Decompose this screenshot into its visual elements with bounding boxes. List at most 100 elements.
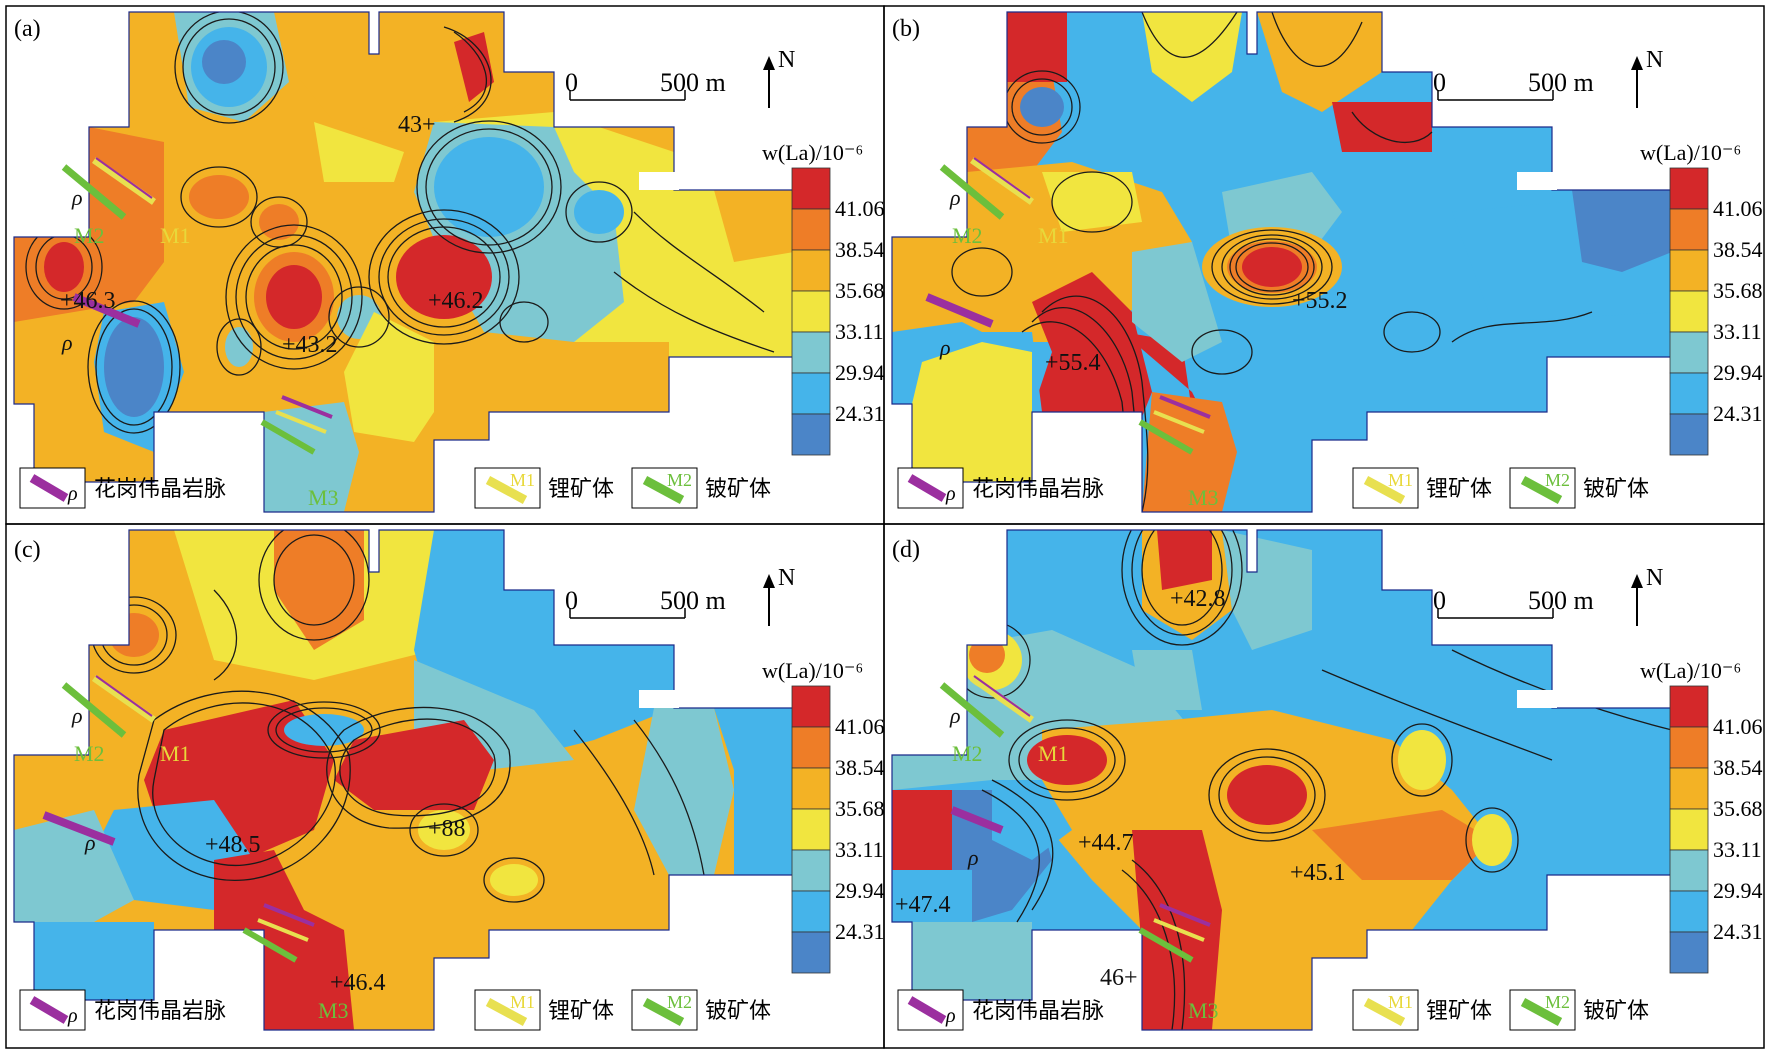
scale-bar-a: 0 500 m N xyxy=(565,47,795,108)
colorbar-cell xyxy=(1669,331,1709,374)
legend-li-label: 锂矿体 xyxy=(548,998,614,1023)
colorbar-a: w(La)/10⁻⁶ 41.06 38.54 35.68 33.11 29.94 24.3… xyxy=(762,140,885,456)
legend-rho: ρ xyxy=(67,1005,78,1027)
legend-m2-code: M2 xyxy=(1545,992,1570,1012)
m2-map-label-c: M2 xyxy=(74,741,105,766)
colorbar-cell xyxy=(791,249,831,292)
north-label: N xyxy=(1646,47,1663,73)
peak-label-a-1: +46.3 xyxy=(60,288,116,314)
legend-be-label: 铍矿体 xyxy=(705,998,771,1023)
legend-li-label: 锂矿体 xyxy=(1426,476,1492,501)
north-label: N xyxy=(778,47,795,73)
colorbar-cell xyxy=(1669,372,1709,415)
peak-label-a-4: 43+ xyxy=(398,112,436,138)
peak-label-d-5: 46+ xyxy=(1100,965,1138,991)
legend-m1-code: M1 xyxy=(510,992,535,1012)
legend-li-label: 锂矿体 xyxy=(548,476,614,501)
colorbar-tick-label: 33.11 xyxy=(1713,319,1762,344)
legend-m2-code: M2 xyxy=(667,992,692,1012)
peak-label-c-1: +48.5 xyxy=(205,832,261,858)
legend-a: ρ 花岗伟晶岩脉 M1 锂矿体 M2 铍矿体 xyxy=(19,467,771,509)
map-notch xyxy=(639,172,679,190)
m1-map-label-a: M1 xyxy=(160,223,191,248)
scale-value: 500 m xyxy=(1528,586,1594,615)
rho-map-label-a1: ρ xyxy=(71,185,83,210)
colorbar-cell xyxy=(791,726,831,769)
orebody-symbols xyxy=(925,157,1211,455)
north-label: N xyxy=(778,565,795,591)
map-boundary xyxy=(891,529,1673,1031)
map-notch xyxy=(1517,690,1557,708)
colorbar-d: w(La)/10⁻⁶ 41.06 38.54 35.68 33.11 29.94 24.3… xyxy=(1640,658,1763,974)
colorbar-cell xyxy=(791,331,831,374)
contour-map-a xyxy=(14,12,794,512)
colorbar-cell xyxy=(1669,249,1709,292)
m2-map-label-a: M2 xyxy=(74,223,105,248)
legend-rho: ρ xyxy=(67,483,78,505)
colorbar-cell xyxy=(791,890,831,933)
colorbar-tick-label: 33.11 xyxy=(835,319,884,344)
colorbar-cell xyxy=(1669,808,1709,851)
m3-map-label-a: M3 xyxy=(308,485,339,510)
legend-pegmatite-label: 花岗伟晶岩脉 xyxy=(972,998,1104,1023)
colorbar-tick-label: 24.31 xyxy=(1713,401,1763,426)
panel-label-a: (a) xyxy=(14,16,41,42)
legend-be-label: 铍矿体 xyxy=(705,476,771,501)
legend-m2-code: M2 xyxy=(667,470,692,490)
colorbar-tick-label: 41.06 xyxy=(1713,196,1763,221)
colorbar-tick-label: 33.11 xyxy=(1713,837,1762,862)
map-notch xyxy=(1517,172,1557,190)
colorbar-cell xyxy=(1669,167,1709,210)
panel-label-d: (d) xyxy=(892,537,920,563)
colorbar-title: w(La)/10⁻⁶ xyxy=(1640,140,1741,165)
scale-bar-b: 0 500 m N xyxy=(1433,47,1663,108)
colorbar-cell xyxy=(791,931,831,974)
colorbar-cell xyxy=(791,413,831,456)
peak-label-a-2: +43.2 xyxy=(282,332,338,358)
scale-value: 500 m xyxy=(660,586,726,615)
rho-map-label-b1: ρ xyxy=(949,185,961,210)
north-label: N xyxy=(1646,565,1663,591)
map-boundary xyxy=(891,11,1673,513)
legend-pegmatite-label: 花岗伟晶岩脉 xyxy=(972,476,1104,501)
panel-a xyxy=(13,11,795,513)
m1-map-label-b: M1 xyxy=(1038,223,1069,248)
colorbar-cell xyxy=(791,208,831,251)
legend-c: ρ 花岗伟晶岩脉 M1 锂矿体 M2 铍矿体 xyxy=(19,989,771,1031)
peak-label-b-2: +55.2 xyxy=(1292,288,1348,314)
colorbar-title: w(La)/10⁻⁶ xyxy=(1640,658,1741,683)
legend-d: ρ 花岗伟晶岩脉 M1 锂矿体 M2 铍矿体 xyxy=(897,989,1649,1031)
colorbar-cell xyxy=(1669,767,1709,810)
colorbar-tick-label: 29.94 xyxy=(835,878,885,903)
colorbar-title: w(La)/10⁻⁶ xyxy=(762,658,863,683)
colorbar-tick-label: 24.31 xyxy=(835,401,885,426)
rho-map-label-d1: ρ xyxy=(949,703,961,728)
colorbar-tick-label: 29.94 xyxy=(1713,878,1763,903)
colorbar-c: w(La)/10⁻⁶ 41.06 38.54 35.68 33.11 29.94 24.3… xyxy=(762,658,885,974)
scale-value: 500 m xyxy=(660,68,726,97)
panel-label-c: (c) xyxy=(14,537,41,563)
peak-label-c-2: +88 xyxy=(428,816,466,842)
map-boundary xyxy=(13,529,795,1031)
legend-m1-code: M1 xyxy=(1388,992,1413,1012)
colorbar-cell xyxy=(1669,208,1709,251)
colorbar-tick-label: 38.54 xyxy=(1713,755,1763,780)
m3-map-label-d: M3 xyxy=(1188,998,1219,1023)
legend-pegmatite-label: 花岗伟晶岩脉 xyxy=(94,998,226,1023)
scale-zero: 0 xyxy=(565,586,578,615)
colorbar-b: w(La)/10⁻⁶ 41.06 38.54 35.68 33.11 29.94 24.3… xyxy=(1640,140,1763,456)
rho-map-label-c2: ρ xyxy=(84,830,96,855)
contour-map-d xyxy=(892,530,1672,1030)
colorbar-cell xyxy=(1669,726,1709,769)
colorbar-cell xyxy=(1669,849,1709,892)
colorbar-cell xyxy=(791,767,831,810)
colorbar-cell xyxy=(1669,685,1709,728)
colorbar-cell xyxy=(791,372,831,415)
colorbar-tick-label: 41.06 xyxy=(1713,714,1763,739)
colorbar-tick-label: 35.68 xyxy=(835,278,885,303)
colorbar-tick-label: 35.68 xyxy=(1713,796,1763,821)
peak-label-a-3: +46.2 xyxy=(428,288,484,314)
colorbar-cell xyxy=(791,167,831,210)
legend-be-label: 铍矿体 xyxy=(1583,998,1649,1023)
